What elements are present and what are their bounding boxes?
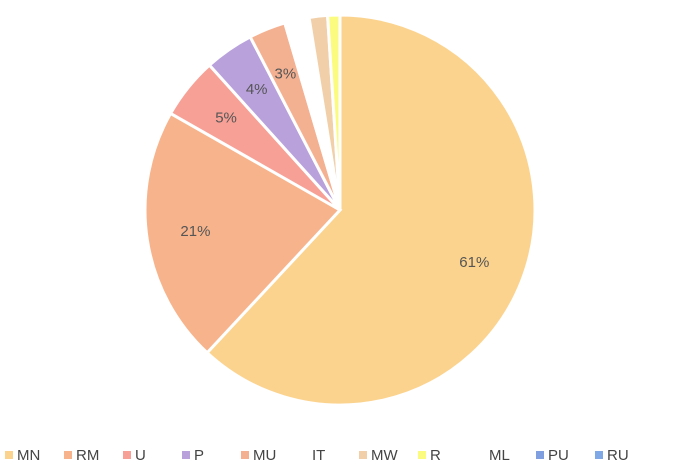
legend-swatch (182, 451, 190, 459)
legend-label: RU (607, 447, 629, 464)
legend-label: ML (489, 447, 510, 464)
legend-label: MW (371, 447, 398, 464)
data-label: 4% (246, 81, 268, 98)
data-label: 61% (459, 254, 489, 271)
legend-label: MU (253, 447, 276, 464)
legend-label: PU (548, 447, 569, 464)
legend-swatch (536, 451, 544, 459)
legend-swatch (123, 451, 131, 459)
pie-slice (143, 111, 343, 355)
legend-swatch (595, 451, 603, 459)
data-label: 3% (275, 65, 297, 82)
legend-label: R (430, 447, 441, 464)
legend-label: MN (17, 447, 40, 464)
legend-swatch (241, 451, 249, 459)
legend-label: IT (312, 447, 325, 464)
legend-label: U (135, 447, 146, 464)
legend-label: RM (76, 447, 99, 464)
data-label: 21% (180, 223, 210, 240)
data-label: 5% (215, 109, 237, 126)
pie-slice (325, 13, 342, 211)
legend-swatch (359, 451, 367, 459)
legend-swatch (64, 451, 72, 459)
pie-slice (205, 13, 537, 407)
legend-label: P (194, 447, 204, 464)
legend-swatch (418, 451, 426, 459)
legend-swatch (5, 451, 13, 459)
